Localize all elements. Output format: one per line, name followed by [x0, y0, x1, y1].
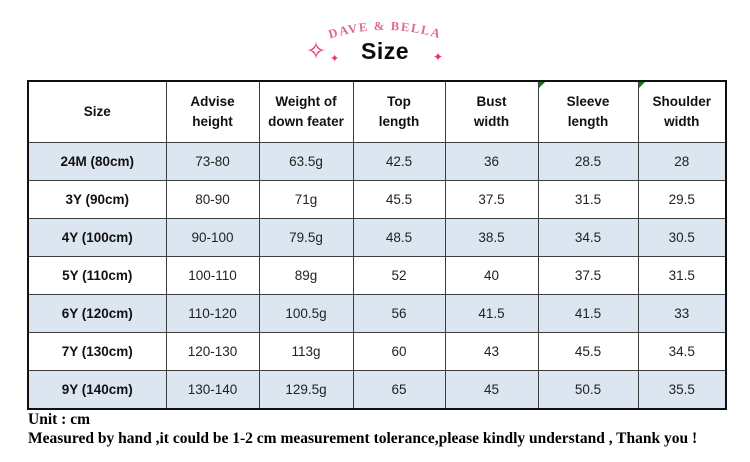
sparkle-icon: ✦: [433, 50, 444, 64]
value-cell: 31.5: [637, 256, 727, 295]
size-cell: 6Y (120cm): [27, 294, 167, 333]
column-header: Bust width: [444, 80, 539, 143]
column-header: Sleeve length: [537, 80, 639, 143]
value-cell: 36: [444, 142, 539, 181]
size-cell: 5Y (110cm): [27, 256, 167, 295]
value-cell: 130-140: [165, 370, 260, 409]
value-cell: 41.5: [537, 294, 639, 333]
value-cell: 89g: [258, 256, 354, 295]
table-body: 24M (80cm) 73-80 63.5g 42.5 36 28.5 28 3Y (90cm…: [27, 142, 727, 409]
value-cell: 120-130: [165, 332, 260, 371]
table-row: 9Y (140cm) 130-140 129.5g 65 45 50.5 35.5: [27, 370, 727, 409]
table-row: 7Y (130cm) 120-130 113g 60 43 45.5 34.5: [27, 332, 727, 371]
unit-note: Unit : cm: [28, 411, 90, 428]
value-cell: 35.5: [637, 370, 727, 409]
brand-arched-text: DAVE & BELLA: [327, 19, 442, 41]
value-cell: 33: [637, 294, 727, 333]
value-cell: 40: [444, 256, 539, 295]
value-cell: 100.5g: [258, 294, 354, 333]
value-cell: 48.5: [352, 218, 446, 257]
table-row: 24M (80cm) 73-80 63.5g 42.5 36 28.5 28: [27, 142, 727, 181]
value-cell: 28.5: [537, 142, 639, 181]
value-cell: 129.5g: [258, 370, 354, 409]
table-row: 5Y (110cm) 100-110 89g 52 40 37.5 31.5: [27, 256, 727, 295]
value-cell: 28: [637, 142, 727, 181]
value-cell: 37.5: [537, 256, 639, 295]
table-row: 6Y (120cm) 110-120 100.5g 56 41.5 41.5 33: [27, 294, 727, 333]
value-cell: 34.5: [537, 218, 639, 257]
size-cell: 24M (80cm): [27, 142, 167, 181]
notes: Unit : cm Measured by hand ,it could be …: [28, 410, 743, 448]
column-header: Top length: [352, 80, 446, 143]
header-row: Size Advise height Weight of down feater To…: [27, 80, 727, 143]
sparkle-icon: ✧: [306, 38, 327, 65]
tolerance-note: Measured by hand ,it could be 1-2 cm mea…: [28, 430, 698, 447]
size-cell: 7Y (130cm): [27, 332, 167, 371]
column-header: Weight of down feater: [258, 80, 354, 143]
value-cell: 37.5: [444, 180, 539, 219]
value-cell: 79.5g: [258, 218, 354, 257]
value-cell: 63.5g: [258, 142, 354, 181]
value-cell: 56: [352, 294, 446, 333]
column-header: Advise height: [165, 80, 260, 143]
sparkle-icon: ✦: [330, 53, 340, 65]
table-row: 3Y (90cm) 80-90 71g 45.5 37.5 31.5 29.5: [27, 180, 727, 219]
value-cell: 38.5: [444, 218, 539, 257]
value-cell: 113g: [258, 332, 354, 371]
value-cell: 90-100: [165, 218, 260, 257]
value-cell: 50.5: [537, 370, 639, 409]
value-cell: 43: [444, 332, 539, 371]
value-cell: 45.5: [352, 180, 446, 219]
value-cell: 60: [352, 332, 446, 371]
value-cell: 80-90: [165, 180, 260, 219]
value-cell: 34.5: [637, 332, 727, 371]
value-cell: 45: [444, 370, 539, 409]
size-table: Size Advise height Weight of down feater To…: [27, 80, 727, 410]
value-cell: 31.5: [537, 180, 639, 219]
table-row: 4Y (100cm) 90-100 79.5g 48.5 38.5 34.5 30.5: [27, 218, 727, 257]
column-header: Size: [27, 80, 167, 143]
page-title: Size: [360, 38, 410, 64]
value-cell: 73-80: [165, 142, 260, 181]
value-cell: 65: [352, 370, 446, 409]
value-cell: 29.5: [637, 180, 727, 219]
value-cell: 30.5: [637, 218, 727, 257]
column-header: Shoulder width: [637, 80, 727, 143]
size-cell: 9Y (140cm): [27, 370, 167, 409]
value-cell: 110-120: [165, 294, 260, 333]
value-cell: 71g: [258, 180, 354, 219]
size-cell: 4Y (100cm): [27, 218, 167, 257]
value-cell: 100-110: [165, 256, 260, 295]
value-cell: 41.5: [444, 294, 539, 333]
brand-header: DAVE & BELLA ✧ ✦ ✦ Size: [0, 0, 750, 78]
value-cell: 52: [352, 256, 446, 295]
value-cell: 42.5: [352, 142, 446, 181]
value-cell: 45.5: [537, 332, 639, 371]
size-cell: 3Y (90cm): [27, 180, 167, 219]
